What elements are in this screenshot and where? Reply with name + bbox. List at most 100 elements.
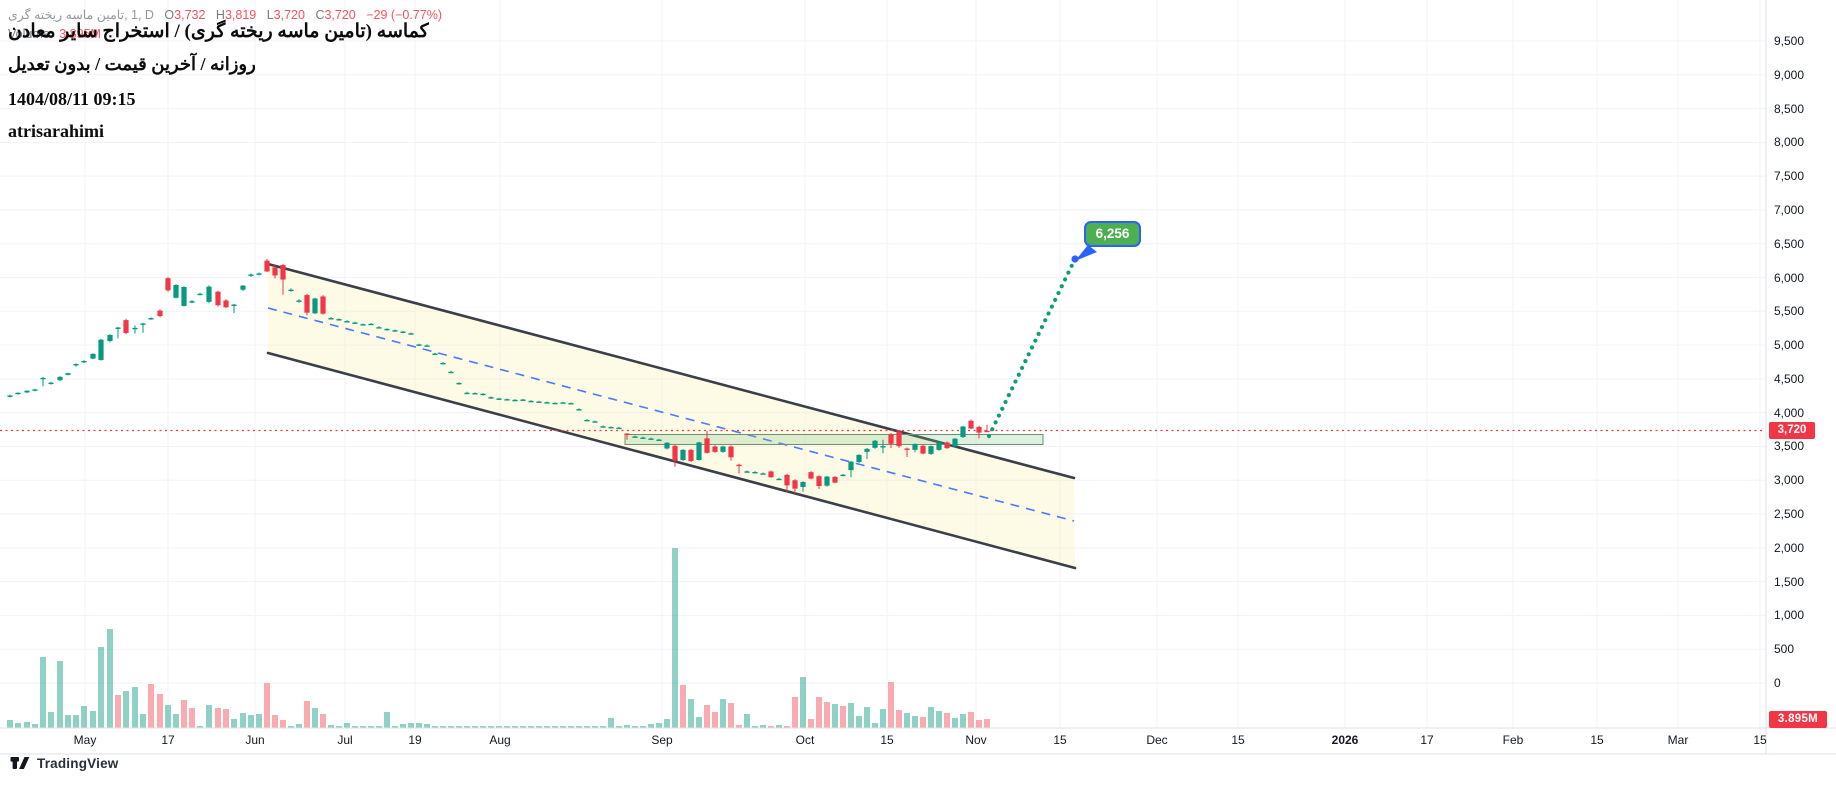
high-label: H	[215, 8, 225, 22]
candle-body	[664, 442, 670, 449]
time-tick-label: 2026	[1331, 733, 1359, 747]
candle-body	[728, 446, 734, 458]
candle-body	[98, 339, 104, 360]
volume-bar	[344, 723, 350, 728]
volume-bar	[688, 699, 694, 728]
candle-body	[456, 382, 462, 385]
candle-body	[280, 265, 286, 280]
volume-bar	[904, 713, 910, 728]
projection-dot	[1053, 297, 1058, 302]
volume-bar	[768, 726, 774, 728]
candle-body	[206, 286, 212, 302]
volume-bar	[456, 726, 462, 728]
volume-bar	[928, 707, 934, 728]
symbol-name[interactable]: تامین ماسه ریخته گری	[8, 8, 125, 22]
candle-body	[140, 323, 146, 325]
volume-bar	[360, 726, 366, 728]
candle-body	[752, 472, 758, 474]
volume-bar	[223, 709, 229, 728]
candle-body	[472, 393, 478, 395]
projection-dot	[1059, 284, 1064, 289]
candle-body	[936, 442, 942, 450]
support-zone-box	[624, 434, 1044, 445]
candle-body	[960, 426, 966, 438]
candle-body	[65, 373, 71, 375]
candle-body	[24, 390, 30, 393]
time-tick-label: 15	[1231, 733, 1245, 747]
close-value: 3,720	[324, 8, 356, 22]
candle-body	[215, 291, 221, 306]
candle-body	[408, 333, 414, 335]
projection-dot	[1069, 263, 1074, 268]
volume-bar	[560, 726, 566, 728]
candle-body	[648, 438, 654, 440]
volume-bar	[173, 714, 179, 728]
candle-body	[231, 304, 237, 306]
symbol-legend[interactable]: تامین ماسه ریخته گری, 1, D O3,732 H3,819…	[8, 7, 442, 22]
candle-body	[600, 426, 606, 428]
candle-body	[320, 296, 326, 314]
volume-bar	[632, 726, 638, 728]
candle-body	[560, 402, 566, 404]
candle-body	[165, 278, 171, 291]
candle-body	[520, 399, 526, 401]
volume-bar	[960, 714, 966, 728]
candle-body	[123, 320, 129, 333]
volume-bar	[328, 725, 334, 728]
volume-bar	[984, 719, 990, 728]
tradingview-logo-text: TradingView	[37, 755, 119, 771]
volume-bar	[140, 714, 146, 728]
time-tick-label: May	[73, 733, 97, 747]
candle-body	[672, 445, 678, 461]
tradingview-logo[interactable]: TradingView	[10, 755, 118, 771]
volume-bar	[81, 706, 87, 728]
volume-legend[interactable]: Volume 3.895M	[8, 27, 101, 41]
target-price-callout[interactable]: 6,256	[1084, 221, 1141, 247]
candle-body	[824, 476, 830, 486]
candle-body	[90, 353, 96, 359]
candle-body	[888, 434, 894, 444]
last-volume-badge: 3.895M	[1769, 711, 1827, 728]
projection-dot	[996, 413, 1002, 418]
channel-fill	[268, 264, 1075, 568]
volume-bar	[304, 701, 310, 728]
price-tick-label: 2,500	[1774, 507, 1805, 522]
projection-dot	[1056, 290, 1061, 296]
candle-body	[440, 363, 446, 365]
volume-bar	[968, 712, 974, 728]
volume-bar	[824, 702, 830, 728]
price-tick-label: 9,000	[1774, 67, 1805, 82]
price-tick-label: 4,500	[1774, 371, 1805, 386]
candle-body	[808, 472, 814, 479]
time-tick-label: 15	[1753, 733, 1767, 747]
volume-bar	[107, 629, 113, 728]
candle-body	[744, 471, 750, 473]
candle-body	[968, 420, 974, 429]
candle-body	[928, 446, 934, 454]
candle-body	[864, 448, 870, 452]
candle-body	[464, 392, 470, 395]
volume-bar	[148, 684, 154, 728]
candle-body	[720, 446, 726, 452]
candle-body	[328, 318, 334, 320]
candle-body	[376, 327, 382, 329]
high-value: 3,819	[224, 8, 257, 22]
volume-bar	[165, 705, 171, 728]
volume-bar	[648, 724, 654, 728]
price-tick-label: 4,000	[1774, 405, 1805, 420]
volume-bar	[352, 726, 358, 728]
idea-title: کماسه (تامین ماسه ریخته گری) / استخراج س…	[8, 21, 429, 42]
volume-bar	[472, 726, 478, 728]
volume-bar	[712, 712, 718, 728]
candle-body	[552, 402, 558, 405]
volume-bar	[448, 726, 454, 728]
time-tick-label: 15	[1053, 733, 1067, 747]
price-tick-label: 5,000	[1774, 338, 1805, 353]
candle-body	[336, 319, 342, 321]
volume-bar	[57, 661, 63, 728]
volume-bar	[672, 548, 678, 728]
low-value: 3,720	[273, 8, 305, 22]
volume-bar	[32, 724, 38, 728]
volume-bar	[231, 719, 237, 728]
